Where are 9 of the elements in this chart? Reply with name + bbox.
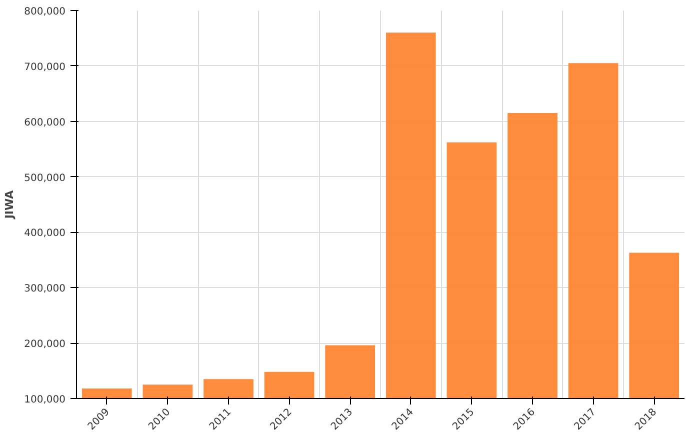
y-tick-label: 800,000 xyxy=(24,6,66,18)
y-tick-label: 100,000 xyxy=(24,394,66,406)
y-tick-label: 500,000 xyxy=(24,172,66,184)
y-tick-label: 600,000 xyxy=(24,117,66,128)
y-tick-label: 700,000 xyxy=(24,62,66,73)
y-axis-title: JIWA xyxy=(3,190,16,220)
y-tick-label: 200,000 xyxy=(24,339,66,350)
y-tick-label: 400,000 xyxy=(24,228,66,240)
y-tick-label: 300,000 xyxy=(24,284,66,295)
